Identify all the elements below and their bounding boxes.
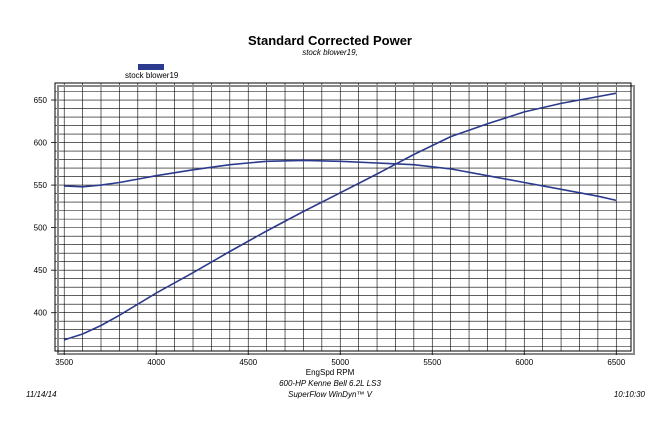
plot-frame-shadow (57, 85, 635, 355)
footer-time: 10:10:30 (613, 390, 645, 399)
y-tick-label: 550 (34, 181, 48, 190)
x-tick-label: 4000 (147, 358, 165, 367)
y-tick-label: 600 (34, 139, 48, 148)
x-tick-label: 5500 (423, 358, 441, 367)
x-tick-label: 6500 (607, 358, 625, 367)
y-tick-label: 500 (34, 224, 48, 233)
plot-frame (54, 82, 632, 352)
footer-date: 11/14/14 (26, 390, 57, 399)
footer-software-label: SuperFlow WinDyn™ V (288, 390, 372, 399)
legend-label: stock blower19 (125, 71, 179, 80)
chart-subtitle: stock blower19, (302, 48, 358, 57)
x-tick-label: 3500 (55, 358, 73, 367)
x-tick-label: 5000 (331, 358, 349, 367)
y-tick-label: 450 (34, 266, 48, 275)
chart-title: Standard Corrected Power (248, 33, 412, 48)
y-tick-label: 650 (34, 96, 48, 105)
series-line-2 (63, 92, 617, 341)
legend-swatch (138, 64, 164, 70)
x-axis-label: EngSpd RPM (305, 368, 355, 377)
series-line-1 (64, 159, 617, 202)
x-tick-label: 6000 (515, 358, 533, 367)
x-tick-label: 4500 (239, 358, 257, 367)
footer-engine-label: 600-HP Kenne Bell 6.2L LS3 (279, 379, 381, 388)
legend: stock blower19 (120, 64, 180, 82)
y-tick-label: 400 (34, 309, 48, 318)
